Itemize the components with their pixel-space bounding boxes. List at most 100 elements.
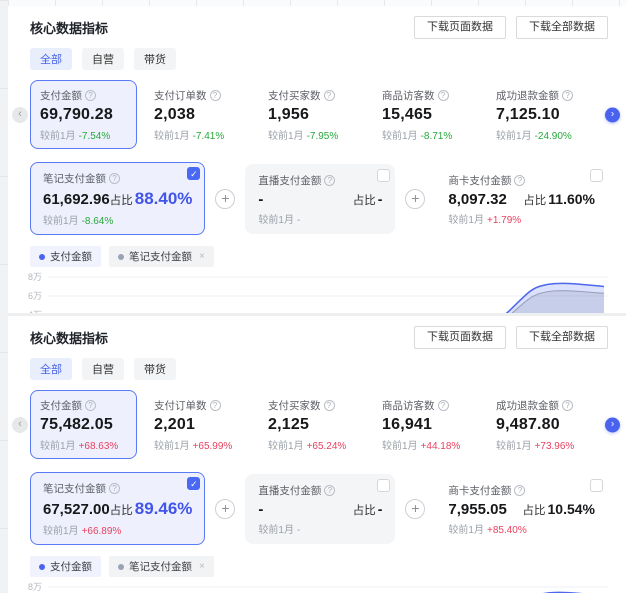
metric-compare: 较前1月 +73.96% <box>496 437 583 452</box>
checkbox-icon[interactable] <box>590 168 603 182</box>
metric-card-product-visitors[interactable]: 商品访客数 16,941 较前1月+44.18% <box>372 390 479 459</box>
legend-item-note-payment[interactable]: 笔记支付金额 <box>109 246 214 268</box>
panel-header: 核心数据指标 下载页面数据 下载全部数据 <box>30 16 608 40</box>
delta-value: -7.95% <box>306 131 339 143</box>
legend-dot-icon <box>118 563 124 570</box>
metric-value: 2,125 <box>268 416 310 434</box>
compare-prefix: 较前1月 <box>496 441 532 453</box>
info-icon <box>209 400 221 412</box>
download-page-data-button[interactable]: 下载页面数据 <box>414 326 506 350</box>
breakdown-label-row: 笔记支付金额 <box>43 171 192 186</box>
metric-label: 支付金额 <box>40 90 82 103</box>
breakdown-value: 67,527.00 <box>43 501 110 519</box>
tab-all[interactable]: 全部 <box>30 48 72 71</box>
info-icon <box>323 400 335 412</box>
share-value: 11.60% <box>548 190 595 207</box>
metric-compare: 较前1月 +65.24% <box>268 437 355 452</box>
info-icon <box>109 173 120 185</box>
info-icon <box>324 484 336 496</box>
delta-value: -8.64% <box>81 216 114 228</box>
checkbox-icon[interactable] <box>377 478 391 492</box>
metric-card-refund-amount[interactable]: 成功退款金额 9,487.80 较前1月+73.96% <box>486 390 593 459</box>
breakdown-compare: 较前1月 -8.64% <box>43 212 192 227</box>
plus-icon <box>405 498 426 519</box>
share-label: 占比 <box>523 194 547 207</box>
carousel-prev-icon[interactable] <box>12 106 28 123</box>
close-icon[interactable] <box>199 561 205 572</box>
delta-value: +66.89% <box>81 526 122 538</box>
metric-card-buyer-count[interactable]: 支付买家数 1,956 较前1月-7.95% <box>258 80 365 149</box>
checkbox-icon[interactable] <box>590 478 603 492</box>
metric-card-payment-amount[interactable]: 支付金额 69,790.28 较前1月-7.54% <box>30 80 137 150</box>
background-table-edge <box>0 0 8 593</box>
breakdown-share: 占比 - <box>353 501 383 518</box>
metric-card-product-visitors[interactable]: 商品访客数 15,465 较前1月-8.71% <box>372 80 479 149</box>
metric-label-row: 商品访客数 <box>382 88 469 103</box>
legend-item-payment[interactable]: 支付金额 <box>30 556 101 578</box>
metric-label-row: 成功退款金额 <box>496 88 583 103</box>
trend-chart: 8万6万4万2万0 公众号 <box>22 271 608 313</box>
compare-prefix: 较前1月 <box>268 441 304 453</box>
metric-label-row: 支付买家数 <box>268 398 355 413</box>
breakdown-card-live-payment[interactable]: 直播支付金额 - 占比- 较前1月- <box>245 473 396 544</box>
carousel-prev-icon[interactable] <box>12 416 28 433</box>
carousel-next-icon[interactable] <box>605 417 620 433</box>
breakdown-value-row: 61,692.96 占比 88.40% <box>43 189 192 209</box>
panel-header: 核心数据指标 下载页面数据 下载全部数据 <box>30 326 608 350</box>
tab-self-operated[interactable]: 自营 <box>82 48 124 71</box>
legend-item-note-payment[interactable]: 笔记支付金额 <box>109 556 214 578</box>
legend-item-payment[interactable]: 支付金额 <box>30 246 101 268</box>
checkbox-icon[interactable] <box>187 477 201 491</box>
breakdown-label: 直播支付金额 <box>258 174 322 187</box>
checkbox-icon[interactable] <box>187 167 201 181</box>
share-label: 占比 <box>109 195 133 208</box>
metric-card-order-count[interactable]: 支付订单数 2,201 较前1月+65.99% <box>144 390 251 459</box>
breakdown-compare: 较前1月 +1.79% <box>448 211 595 226</box>
breakdown-label-row: 直播支付金额 <box>258 483 382 498</box>
metric-label: 成功退款金额 <box>496 400 559 413</box>
delta-value: +65.99% <box>192 441 233 453</box>
metric-value: 9,487.80 <box>496 416 560 434</box>
carousel-next-icon[interactable] <box>605 107 620 123</box>
plus-icon <box>215 498 236 519</box>
tab-all[interactable]: 全部 <box>30 358 72 381</box>
close-icon[interactable] <box>199 251 205 262</box>
breakdown-compare: 较前1月 - <box>258 521 382 536</box>
breakdown-label-row: 商卡支付金额 <box>448 173 595 188</box>
plus-icon <box>405 188 426 209</box>
checkbox-icon[interactable] <box>377 168 391 182</box>
metric-card-refund-amount[interactable]: 成功退款金额 7,125.10 较前1月-24.90% <box>486 80 593 149</box>
download-all-data-button[interactable]: 下载全部数据 <box>516 326 608 350</box>
metric-card-payment-amount[interactable]: 支付金额 75,482.05 较前1月+68.63% <box>30 390 137 460</box>
tab-affiliate[interactable]: 带货 <box>134 48 176 71</box>
legend-dot-icon <box>118 253 124 260</box>
metric-label: 商品访客数 <box>382 90 435 103</box>
metric-compare: 较前1月 -7.54% <box>40 127 127 142</box>
download-all-data-button[interactable]: 下载全部数据 <box>516 16 608 40</box>
tab-affiliate[interactable]: 带货 <box>134 358 176 381</box>
metric-card-order-count[interactable]: 支付订单数 2,038 较前1月-7.41% <box>144 80 251 149</box>
download-page-data-button[interactable]: 下载页面数据 <box>414 16 506 40</box>
metric-label: 支付买家数 <box>268 400 321 413</box>
breakdown-share: 占比 10.54% <box>523 501 595 518</box>
core-metrics-panel-2: 核心数据指标 下载页面数据 下载全部数据 全部 自营 带货 支付金额 75,48… <box>8 316 626 593</box>
breakdown-label: 笔记支付金额 <box>43 173 106 186</box>
share-value: 89.46% <box>134 499 193 519</box>
metric-label-row: 支付金额 <box>40 88 127 103</box>
breakdown-card-live-payment[interactable]: 直播支付金额 - 占比- 较前1月- <box>245 163 396 234</box>
breakdown-label-row: 商卡支付金额 <box>448 483 595 498</box>
metric-label-row: 商品访客数 <box>382 398 469 413</box>
breakdown-label: 直播支付金额 <box>258 484 322 497</box>
svg-text:6万: 6万 <box>28 291 42 301</box>
compare-prefix: 较前1月 <box>258 524 294 536</box>
tab-self-operated[interactable]: 自营 <box>82 358 124 381</box>
metric-card-buyer-count[interactable]: 支付买家数 2,125 较前1月+65.24% <box>258 390 365 459</box>
panel-title: 核心数据指标 <box>30 331 109 347</box>
compare-prefix: 较前1月 <box>40 131 76 143</box>
svg-text:8万: 8万 <box>28 272 42 282</box>
